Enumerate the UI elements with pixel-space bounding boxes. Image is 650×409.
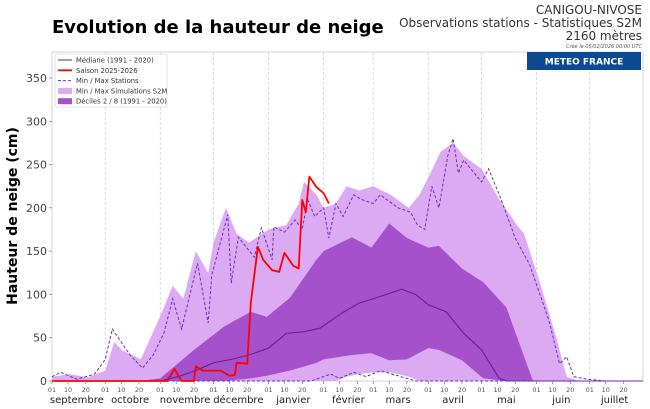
deciles-band [52, 223, 643, 381]
x-month-label: juillet [600, 395, 629, 406]
y-tick-label: 0 [40, 375, 47, 388]
x-month-label: septembre [50, 395, 104, 406]
y-tick-label: 300 [26, 115, 47, 128]
x-month-label: janvier [275, 395, 311, 406]
legend-label: Min / Max Stations [76, 77, 139, 85]
x-month-label: février [332, 394, 366, 406]
meteo-france-logo: METEO FRANCE [527, 52, 641, 70]
x-month-label: novembre [160, 395, 211, 406]
x-day-tick-label: 10 [280, 386, 288, 394]
x-day-tick-label: 01 [48, 386, 56, 394]
legend-box [54, 53, 168, 108]
x-day-tick-label: 10 [385, 386, 393, 394]
x-month-label: juin [551, 395, 570, 406]
legend-swatch [58, 87, 72, 94]
x-day-tick-label: 20 [298, 386, 306, 394]
x-day-tick-label: 01 [586, 386, 594, 394]
altitude: 2160 mètres [565, 29, 642, 43]
x-day-tick-label: 20 [511, 386, 519, 394]
x-day-tick-label: 20 [190, 386, 198, 394]
legend-label: Saison 2025-2026 [76, 67, 138, 75]
y-tick-label: 150 [26, 245, 47, 258]
x-month-label: octobre [111, 395, 149, 406]
x-day-tick-label: 20 [243, 386, 251, 394]
stations-max-line [51, 138, 643, 382]
logo-text: METEO FRANCE [545, 58, 624, 68]
x-day-tick-label: 01 [156, 386, 164, 394]
x-day-tick-label: 01 [369, 386, 377, 394]
x-day-tick-label: 20 [619, 386, 627, 394]
median-line [52, 288, 643, 382]
y-tick-label: 250 [26, 159, 47, 172]
legend-label: Médiane (1991 - 2020) [76, 57, 154, 65]
legend-label: Déciles 2 / 8 (1991 - 2020) [76, 98, 167, 106]
x-day-tick-label: 01 [319, 386, 327, 394]
x-day-tick-label: 20 [135, 386, 143, 394]
y-axis-label: Hauteur de neige (cm) [5, 127, 21, 305]
x-day-tick-label: 01 [477, 386, 485, 394]
legend-label: Min / Max Simulations S2M [76, 87, 167, 95]
x-day-tick-label: 10 [548, 386, 556, 394]
x-month-label: décembre [213, 394, 263, 406]
stations-min-line [52, 370, 643, 382]
x-day-tick-label: 01 [209, 386, 217, 394]
legend-swatch [58, 98, 72, 105]
x-day-tick-label: 10 [493, 386, 501, 394]
x-day-tick-label: 01 [101, 386, 109, 394]
x-day-tick-label: 20 [353, 386, 361, 394]
chart-subtitle: Observations stations - Statistiques S2M [399, 16, 642, 30]
x-month-label: mars [385, 395, 410, 406]
x-day-tick-label: 10 [335, 386, 343, 394]
x-day-tick-label: 10 [225, 386, 233, 394]
x-day-tick-label: 10 [440, 386, 448, 394]
x-day-tick-label: 01 [264, 386, 272, 394]
x-day-tick-label: 10 [117, 386, 125, 394]
x-day-tick-label: 10 [602, 386, 610, 394]
y-tick-label: 50 [33, 332, 47, 345]
season-line [52, 175, 330, 382]
station-name: CANIGOU-NIVOSE [535, 3, 642, 17]
x-day-tick-label: 01 [532, 386, 540, 394]
x-day-tick-label: 10 [64, 386, 72, 394]
y-tick-label: 350 [26, 72, 47, 85]
x-month-label: avril [442, 395, 464, 406]
x-day-tick-label: 20 [82, 386, 90, 394]
x-day-tick-label: 10 [172, 386, 180, 394]
chart-title: Evolution de la hauteur de neige [52, 17, 384, 38]
x-day-tick-label: 20 [566, 386, 574, 394]
created-date: Créé le 05/02/2026 00:00 UTC [566, 44, 642, 50]
x-day-tick-label: 01 [424, 386, 432, 394]
x-day-tick-label: 20 [458, 386, 466, 394]
x-month-label: mai [497, 395, 516, 406]
y-tick-label: 200 [26, 202, 47, 215]
x-day-tick-label: 20 [403, 386, 411, 394]
y-tick-label: 100 [26, 288, 47, 301]
